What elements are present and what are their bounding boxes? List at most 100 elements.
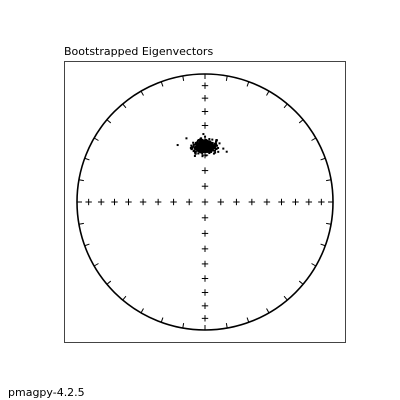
eigenvector-point — [204, 138, 207, 141]
crosshair-mark — [292, 198, 299, 206]
axes-frame — [64, 61, 346, 343]
primitive-tick — [182, 323, 185, 329]
primitive-tick — [311, 263, 317, 267]
eigenvector-point — [192, 145, 195, 148]
eigenvector-point — [201, 138, 204, 141]
primitive-tick — [246, 317, 250, 323]
primitive-tick — [246, 81, 250, 87]
primitive-tick — [140, 90, 144, 96]
primitive-tick — [283, 103, 288, 109]
primitive-ticks — [77, 74, 333, 330]
primitive-tick — [122, 103, 127, 109]
eigenvector-point — [198, 142, 201, 145]
primitive-tick — [122, 295, 127, 301]
eigenvector-point — [214, 149, 217, 152]
eigenvector-point — [194, 142, 197, 145]
crosshair-mark — [305, 198, 313, 206]
eigenvector-point — [203, 142, 206, 145]
eigenvector-point — [210, 144, 213, 147]
primitive-tick — [160, 317, 164, 323]
crosshair-mark — [201, 82, 209, 89]
eigenvector-point — [215, 140, 218, 143]
eigenvector-point — [202, 149, 205, 152]
eigenvector-point — [201, 144, 204, 147]
eigenvector-point — [201, 140, 204, 143]
primitive-tick — [298, 119, 304, 124]
crosshair-mark — [154, 198, 162, 206]
eigenvector-point — [197, 152, 200, 155]
crosshair-mark — [201, 260, 209, 268]
primitive-tick — [225, 323, 228, 329]
primitive-tick — [78, 179, 84, 182]
eigenvector-point — [192, 141, 195, 144]
eigenvector-point — [185, 137, 188, 140]
eigenvector-point — [196, 141, 199, 144]
eigenvector-point — [208, 140, 211, 143]
crosshair-mark — [201, 302, 209, 310]
crosshair-mark — [201, 108, 209, 115]
eigenvector-point — [205, 148, 208, 151]
primitive-tick — [78, 222, 84, 225]
chart-title: Bootstrapped Eigenvectors — [64, 45, 214, 58]
eigenvector-point — [205, 147, 208, 149]
eigenvector-point — [209, 142, 212, 145]
eigenvector-point — [202, 141, 205, 144]
eigenvector-point — [201, 152, 204, 155]
crosshair-mark — [201, 94, 209, 102]
eigenvector-point — [205, 154, 208, 157]
primitive-tick — [298, 280, 304, 285]
eigenvector-point — [216, 144, 219, 147]
eigenvector-point — [208, 138, 211, 141]
primitive-tick — [266, 90, 270, 96]
eigenvector-point — [215, 139, 218, 142]
crosshair-mark — [170, 198, 177, 206]
eigenvector-point — [196, 146, 199, 149]
primitive-tick — [140, 308, 144, 314]
eigenvector-point — [192, 150, 195, 153]
eigenvector-point — [215, 147, 218, 150]
eigenvector-point — [201, 155, 204, 158]
primitive-tick — [326, 222, 332, 225]
eigenvector-points — [176, 133, 228, 158]
primitive-tick — [84, 243, 90, 247]
eigenvector-point — [194, 152, 197, 155]
crosshair-mark — [201, 198, 209, 206]
eigenvector-point — [207, 145, 210, 148]
eigenvector-point — [208, 149, 211, 152]
eigenvector-point — [189, 147, 192, 149]
crosshair-mark — [97, 198, 105, 206]
eigenvector-point — [197, 142, 200, 145]
eigenvector-point — [199, 145, 202, 148]
eigenvector-point — [196, 149, 199, 152]
eigenvector-point — [213, 145, 216, 148]
crosshair-marks — [85, 82, 325, 322]
eigenvector-point — [207, 144, 210, 147]
crosshair-mark — [201, 122, 209, 129]
eigenvector-point — [204, 149, 207, 152]
eigenvector-point — [206, 147, 209, 150]
crosshair-mark — [217, 198, 224, 206]
eigenvector-point — [205, 145, 208, 148]
eigenvector-point — [203, 139, 206, 142]
crosshair-mark — [201, 245, 209, 253]
eigenvector-point — [211, 138, 214, 141]
crosshair-mark — [186, 198, 193, 206]
primitive-tick — [320, 157, 326, 161]
eigenvector-point — [218, 142, 221, 145]
primitive-tick — [182, 75, 185, 81]
eigenvector-point — [225, 150, 228, 153]
crosshair-mark — [248, 198, 256, 206]
primitive-tick — [93, 137, 99, 141]
eigenvector-point — [194, 148, 197, 151]
crosshair-mark — [318, 198, 325, 206]
primitive-tick — [320, 243, 326, 247]
crosshair-mark — [85, 198, 92, 206]
eigenvector-point — [196, 148, 199, 151]
eigenvector-point — [190, 144, 193, 147]
eigenvector-point — [193, 154, 196, 157]
eigenvector-point — [200, 147, 203, 150]
crosshair-mark — [139, 198, 147, 206]
eigenvector-point — [204, 143, 207, 146]
eigenvector-point — [214, 145, 217, 148]
eigenvector-point — [197, 143, 200, 146]
